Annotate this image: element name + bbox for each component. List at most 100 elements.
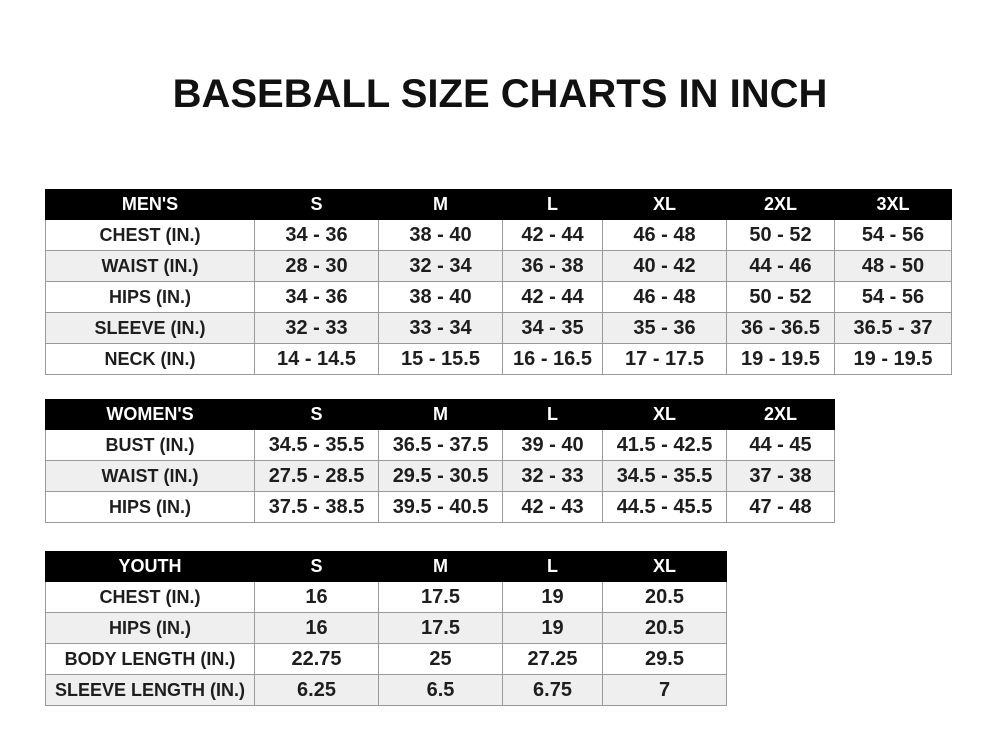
size-value: 54 - 56 xyxy=(834,219,952,251)
youth-size-table: YOUTH S M L XL CHEST (IN.) 16 17.5 19 20.5 HIPS (I… xyxy=(45,551,727,706)
size-value: 41.5 - 42.5 xyxy=(602,429,727,461)
size-value: 33 - 34 xyxy=(378,312,503,344)
category-header: WOMEN'S xyxy=(45,399,255,430)
womens-size-table: WOMEN'S S M L XL 2XL BUST (IN.) 34.5 - 35.5 36.5… xyxy=(45,399,835,523)
size-value: 50 - 52 xyxy=(726,281,835,313)
size-value: 32 - 33 xyxy=(254,312,379,344)
size-value: 19 xyxy=(502,612,603,644)
header-row: MEN'S S M L XL 2XL 3XL xyxy=(45,189,952,220)
size-value: 17 - 17.5 xyxy=(602,343,727,375)
size-value: 20.5 xyxy=(602,581,727,613)
size-value: 44.5 - 45.5 xyxy=(602,491,727,523)
table-row: SLEEVE (IN.) 32 - 33 33 - 34 34 - 35 35 - 36… xyxy=(45,312,952,344)
size-value: 36.5 - 37 xyxy=(834,312,952,344)
size-value: 16 - 16.5 xyxy=(502,343,603,375)
size-header: XL xyxy=(602,189,727,220)
size-value: 47 - 48 xyxy=(726,491,835,523)
header-row: YOUTH S M L XL xyxy=(45,551,727,582)
size-value: 46 - 48 xyxy=(602,219,727,251)
measurement-label: SLEEVE (IN.) xyxy=(45,312,255,344)
table-row: CHEST (IN.) 34 - 36 38 - 40 42 - 44 46 - 48 5… xyxy=(45,219,952,251)
measurement-label: HIPS (IN.) xyxy=(45,281,255,313)
category-header: YOUTH xyxy=(45,551,255,582)
size-header: S xyxy=(254,189,379,220)
size-header: 2XL xyxy=(726,189,835,220)
measurement-label: SLEEVE LENGTH (IN.) xyxy=(45,674,255,706)
table-row: HIPS (IN.) 16 17.5 19 20.5 xyxy=(45,612,727,644)
size-value: 44 - 46 xyxy=(726,250,835,282)
table-row: HIPS (IN.) 34 - 36 38 - 40 42 - 44 46 - 48 50… xyxy=(45,281,952,313)
size-value: 34 - 35 xyxy=(502,312,603,344)
size-value: 35 - 36 xyxy=(602,312,727,344)
size-value: 19 xyxy=(502,581,603,613)
measurement-label: BODY LENGTH (IN.) xyxy=(45,643,255,675)
table-row: CHEST (IN.) 16 17.5 19 20.5 xyxy=(45,581,727,613)
size-header: S xyxy=(254,399,379,430)
table-row: BODY LENGTH (IN.) 22.75 25 27.25 29.5 xyxy=(45,643,727,675)
size-value: 39 - 40 xyxy=(502,429,603,461)
size-value: 29.5 xyxy=(602,643,727,675)
size-value: 27.5 - 28.5 xyxy=(254,460,379,492)
size-value: 54 - 56 xyxy=(834,281,952,313)
size-value: 29.5 - 30.5 xyxy=(378,460,503,492)
size-value: 40 - 42 xyxy=(602,250,727,282)
size-value: 27.25 xyxy=(502,643,603,675)
size-value: 36 - 36.5 xyxy=(726,312,835,344)
size-value: 38 - 40 xyxy=(378,281,503,313)
size-value: 36.5 - 37.5 xyxy=(378,429,503,461)
size-value: 25 xyxy=(378,643,503,675)
mens-size-table: MEN'S S M L XL 2XL 3XL CHEST (IN.) 34 - 36 38 - 4… xyxy=(45,189,952,375)
size-value: 39.5 - 40.5 xyxy=(378,491,503,523)
category-header: MEN'S xyxy=(45,189,255,220)
size-value: 34 - 36 xyxy=(254,281,379,313)
size-value: 17.5 xyxy=(378,612,503,644)
size-value: 22.75 xyxy=(254,643,379,675)
table-row: HIPS (IN.) 37.5 - 38.5 39.5 - 40.5 42 - 43 4… xyxy=(45,491,835,523)
size-value: 34.5 - 35.5 xyxy=(602,460,727,492)
size-value: 6.5 xyxy=(378,674,503,706)
measurement-label: BUST (IN.) xyxy=(45,429,255,461)
size-header: L xyxy=(502,399,603,430)
size-value: 32 - 34 xyxy=(378,250,503,282)
size-header: XL xyxy=(602,551,727,582)
size-value: 37 - 38 xyxy=(726,460,835,492)
size-value: 6.75 xyxy=(502,674,603,706)
size-header: L xyxy=(502,551,603,582)
table-row: WAIST (IN.) 28 - 30 32 - 34 36 - 38 40 - 42 4… xyxy=(45,250,952,282)
measurement-label: NECK (IN.) xyxy=(45,343,255,375)
size-value: 34 - 36 xyxy=(254,219,379,251)
measurement-label: HIPS (IN.) xyxy=(45,612,255,644)
size-value: 34.5 - 35.5 xyxy=(254,429,379,461)
size-value: 46 - 48 xyxy=(602,281,727,313)
size-value: 42 - 44 xyxy=(502,219,603,251)
size-header: L xyxy=(502,189,603,220)
size-value: 19 - 19.5 xyxy=(726,343,835,375)
measurement-label: WAIST (IN.) xyxy=(45,250,255,282)
size-header: M xyxy=(378,551,503,582)
measurement-label: WAIST (IN.) xyxy=(45,460,255,492)
size-value: 6.25 xyxy=(254,674,379,706)
size-header: 2XL xyxy=(726,399,835,430)
size-value: 15 - 15.5 xyxy=(378,343,503,375)
page-title: BASEBALL SIZE CHARTS IN INCH xyxy=(172,72,828,116)
table-row: NECK (IN.) 14 - 14.5 15 - 15.5 16 - 16.5 17 … xyxy=(45,343,952,375)
measurement-label: HIPS (IN.) xyxy=(45,491,255,523)
size-header: M xyxy=(378,399,503,430)
size-value: 20.5 xyxy=(602,612,727,644)
size-value: 17.5 xyxy=(378,581,503,613)
size-value: 16 xyxy=(254,612,379,644)
size-value: 42 - 43 xyxy=(502,491,603,523)
table-row: WAIST (IN.) 27.5 - 28.5 29.5 - 30.5 32 - 33… xyxy=(45,460,835,492)
size-value: 32 - 33 xyxy=(502,460,603,492)
table-row: BUST (IN.) 34.5 - 35.5 36.5 - 37.5 39 - 40 4… xyxy=(45,429,835,461)
size-value: 44 - 45 xyxy=(726,429,835,461)
size-value: 50 - 52 xyxy=(726,219,835,251)
size-value: 38 - 40 xyxy=(378,219,503,251)
size-header: M xyxy=(378,189,503,220)
size-header: XL xyxy=(602,399,727,430)
measurement-label: CHEST (IN.) xyxy=(45,219,255,251)
size-header: 3XL xyxy=(834,189,952,220)
size-value: 48 - 50 xyxy=(834,250,952,282)
size-value: 37.5 - 38.5 xyxy=(254,491,379,523)
size-value: 36 - 38 xyxy=(502,250,603,282)
